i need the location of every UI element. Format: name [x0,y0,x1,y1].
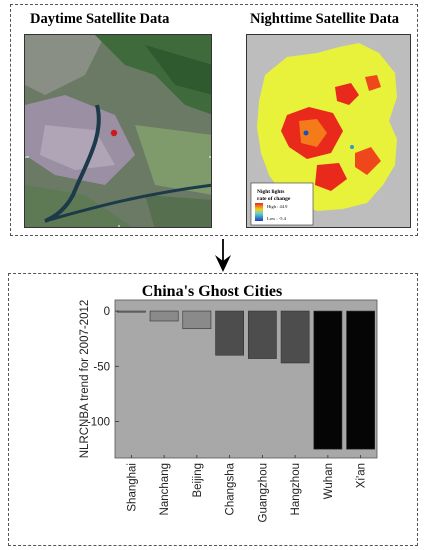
bar-guangzhou [247,310,277,359]
bar-nanchang [149,310,179,322]
legend-title-line1: Night lights [257,189,284,195]
chart-title: China's Ghost Cities [141,283,283,300]
legend-high: High : 44.9 [267,204,288,209]
x-tick-label: Xi'an [356,463,368,488]
y-tick-label: 0 [104,306,110,318]
y-axis-label: NLRCNBA trend for 2007-2012 [79,300,91,459]
x-tick-label: Shanghai [126,463,138,512]
y-tick-label: -100 [87,417,110,429]
daytime-satellite-image [24,34,212,228]
bar-changsha [215,310,245,356]
bar-shanghai [116,310,146,313]
y-tick-label: -50 [93,361,110,373]
x-tick-label: Changsha [225,462,237,515]
nighttime-satellite-image: Night lights rate of change High : 44.9 … [246,34,411,228]
chart-frame [8,273,418,546]
daytime-panel-title: Daytime Satellite Data [30,11,170,27]
bar-xi-an [346,310,376,450]
bar-wuhan [313,310,343,450]
x-tick-label: Beijing [192,463,204,498]
down-arrow-icon [215,239,231,272]
satellite-panels-frame [10,4,418,236]
legend-low: Low : -5.4 [267,216,287,221]
nighttime-panel-title: Nighttime Satellite Data [250,11,399,27]
x-tick-label: Wuhan [323,463,335,499]
legend-title-line2: rate of change [257,196,291,202]
x-tick-label: Nanchang [159,463,171,515]
bar-hangzhou [280,310,310,364]
bar-beijing [182,310,212,330]
x-tick-label: Hangzhou [290,463,302,515]
x-tick-label: Guangzhou [257,463,269,522]
